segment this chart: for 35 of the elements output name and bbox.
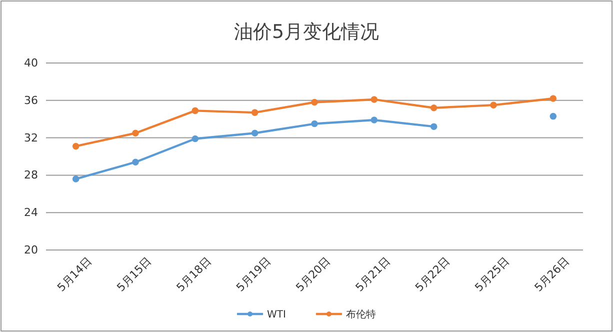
point bbox=[132, 130, 139, 137]
point bbox=[251, 130, 258, 137]
x-tick-label: 5月26日 bbox=[532, 254, 572, 294]
point bbox=[251, 109, 258, 116]
x-tick-label: 5月25日 bbox=[472, 254, 512, 294]
x-tick-label: 5月21日 bbox=[353, 254, 393, 294]
y-tick-label: 32 bbox=[24, 131, 38, 144]
y-tick-label: 20 bbox=[24, 244, 38, 257]
point bbox=[192, 107, 199, 114]
chart-title: 油价5月变化情况 bbox=[234, 21, 380, 43]
legend-label: WTI bbox=[267, 310, 286, 320]
point bbox=[72, 176, 80, 182]
y-tick-label: 40 bbox=[24, 56, 38, 70]
point bbox=[132, 158, 139, 166]
point bbox=[490, 102, 497, 108]
point bbox=[430, 123, 438, 130]
point bbox=[370, 96, 378, 103]
point bbox=[311, 98, 318, 106]
y-tick-label: 24 bbox=[24, 206, 38, 220]
y-tick-label: 28 bbox=[24, 168, 38, 182]
x-tick-label: 5月22日 bbox=[412, 254, 452, 294]
point bbox=[370, 116, 378, 124]
point bbox=[430, 104, 438, 112]
point bbox=[311, 120, 318, 128]
legend-label: 布伦特 bbox=[346, 308, 376, 320]
point bbox=[72, 142, 80, 150]
point bbox=[550, 112, 557, 120]
point bbox=[192, 135, 199, 142]
y-tick-label: 36 bbox=[24, 94, 38, 107]
x-tick-label: 5月19日 bbox=[234, 254, 274, 294]
x-tick-label: 5月14日 bbox=[54, 254, 94, 294]
x-tick-label: 5月20日 bbox=[293, 254, 334, 294]
x-tick-label: 5月18日 bbox=[174, 254, 214, 294]
x-tick-label: 5月15日 bbox=[114, 254, 154, 294]
point bbox=[550, 95, 557, 102]
